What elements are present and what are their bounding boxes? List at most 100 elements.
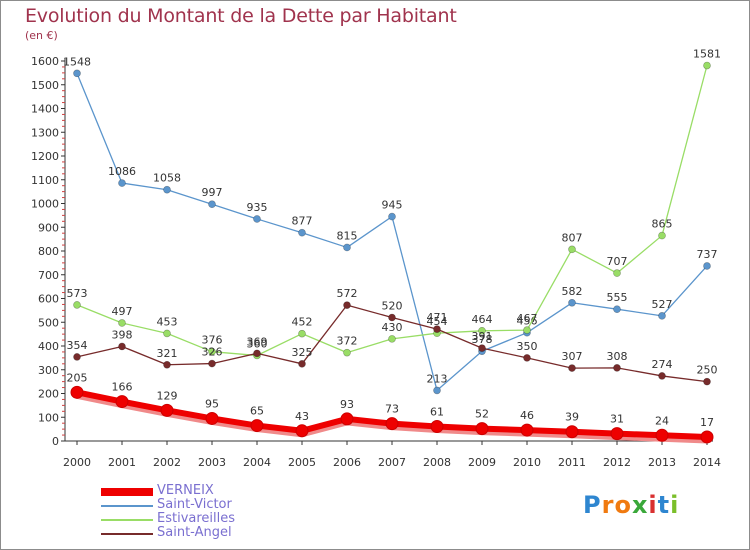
x-tick-label: 2008 (423, 456, 451, 469)
data-label-saint-victor: 582 (562, 285, 583, 298)
data-point-estivareilles (118, 319, 126, 327)
data-label-saint-angel: 326 (202, 346, 223, 359)
x-tick-label: 2009 (468, 456, 496, 469)
data-label-saint-victor: 815 (337, 229, 358, 242)
data-point-saint-victor (73, 69, 81, 78)
data-label-estivareilles: 430 (382, 321, 403, 334)
data-label-verneix: 17 (700, 416, 714, 429)
data-point-saint-angel (163, 360, 171, 369)
data-label-saint-angel: 274 (652, 358, 673, 371)
data-point-saint-angel (118, 342, 126, 351)
data-label-saint-victor: 1086 (108, 165, 136, 178)
data-label-estivareilles: 707 (607, 255, 628, 268)
x-tick-label: 2000 (63, 456, 91, 469)
data-label-saint-victor: 1058 (153, 172, 181, 185)
data-label-saint-angel: 350 (517, 340, 538, 353)
data-label-verneix: 24 (655, 414, 669, 427)
data-label-verneix: 129 (157, 389, 178, 402)
data-label-estivareilles: 454 (427, 315, 448, 328)
legend-swatch-verneix (101, 488, 153, 496)
data-label-estivareilles: 453 (157, 315, 178, 328)
data-label-saint-victor: 1548 (63, 55, 91, 68)
data-label-verneix: 61 (430, 406, 444, 419)
data-point-estivareilles (568, 245, 576, 254)
data-point-saint-victor (388, 212, 396, 221)
data-label-saint-victor: 877 (292, 215, 313, 228)
data-label-verneix: 39 (565, 411, 579, 424)
legend-label-saint-victor: Saint-Victor (157, 497, 232, 512)
y-tick-label: 600 (38, 293, 59, 306)
logo-letter: r (601, 491, 615, 519)
data-point-saint-angel (253, 349, 261, 358)
data-point-saint-victor (343, 243, 351, 252)
x-tick-label: 2005 (288, 456, 316, 469)
data-label-saint-victor: 737 (697, 248, 718, 261)
data-label-estivareilles: 360 (247, 338, 268, 351)
data-label-verneix: 46 (520, 409, 534, 422)
logo-letter: x (631, 491, 649, 519)
data-point-saint-victor (433, 386, 441, 395)
logo-letter: o (614, 491, 632, 519)
data-point-estivareilles (343, 348, 351, 357)
data-point-saint-angel (73, 353, 81, 361)
x-tick-label: 2006 (333, 456, 361, 469)
y-tick-label: 400 (38, 340, 59, 353)
data-label-saint-victor: 527 (652, 298, 673, 311)
y-tick-label: 200 (38, 388, 59, 401)
data-point-saint-victor (298, 228, 306, 237)
data-label-estivareilles: 452 (292, 316, 313, 329)
data-point-saint-victor (703, 262, 711, 270)
data-point-saint-victor (613, 305, 621, 313)
data-point-saint-victor (118, 179, 126, 187)
data-label-saint-victor: 555 (607, 291, 628, 304)
data-point-verneix (475, 422, 489, 436)
data-point-saint-angel (433, 325, 441, 333)
data-point-estivareilles (388, 335, 396, 343)
data-label-saint-victor: 997 (202, 186, 223, 199)
data-label-saint-victor: 456 (517, 315, 538, 328)
data-point-estivareilles (163, 329, 171, 338)
chart-title: Evolution du Montant de la Dette par Hab… (25, 5, 457, 27)
data-label-saint-victor: 935 (247, 201, 268, 214)
y-tick-label: 1500 (31, 79, 59, 92)
data-label-saint-victor: 378 (472, 333, 493, 346)
data-label-estivareilles: 372 (337, 335, 358, 348)
x-tick-label: 2001 (108, 456, 136, 469)
y-tick-label: 1100 (31, 174, 59, 187)
data-label-estivareilles: 573 (67, 287, 88, 300)
legend-swatch-saint-victor (101, 505, 153, 507)
data-label-estivareilles: 865 (652, 218, 673, 231)
data-label-saint-angel: 250 (697, 364, 718, 377)
data-point-saint-angel (523, 354, 531, 362)
data-label-saint-angel: 354 (67, 339, 88, 352)
legend-label-verneix: VERNEIX (157, 483, 214, 498)
data-point-estivareilles (613, 269, 621, 277)
y-tick-label: 1300 (31, 126, 59, 139)
logo-letter: i (648, 491, 658, 519)
data-label-saint-angel: 391 (472, 330, 493, 343)
data-point-saint-angel (208, 359, 216, 368)
data-point-estivareilles (658, 231, 666, 240)
legend-item-estivareilles: Estivareilles (101, 511, 301, 527)
data-point-estivareilles (523, 326, 531, 334)
data-point-saint-angel (343, 301, 351, 309)
data-label-verneix: 31 (610, 413, 624, 426)
data-point-saint-angel (613, 364, 621, 372)
data-label-estivareilles: 376 (202, 334, 223, 347)
data-point-saint-angel (478, 344, 486, 352)
logo-letter: t (657, 491, 671, 519)
legend-label-saint-angel: Saint-Angel (157, 525, 232, 540)
data-label-verneix: 93 (340, 398, 354, 411)
x-tick-label: 2004 (243, 456, 271, 469)
data-label-saint-victor: 945 (382, 199, 403, 212)
data-point-saint-angel (388, 313, 396, 322)
y-tick-label: 1400 (31, 103, 59, 116)
data-point-saint-victor (568, 298, 576, 307)
data-point-verneix (115, 395, 129, 409)
chart-unit: (en €) (25, 29, 58, 42)
data-label-saint-angel: 398 (112, 328, 133, 341)
data-point-saint-angel (703, 377, 711, 386)
x-tick-label: 2012 (603, 456, 631, 469)
data-point-estivareilles (703, 61, 711, 70)
